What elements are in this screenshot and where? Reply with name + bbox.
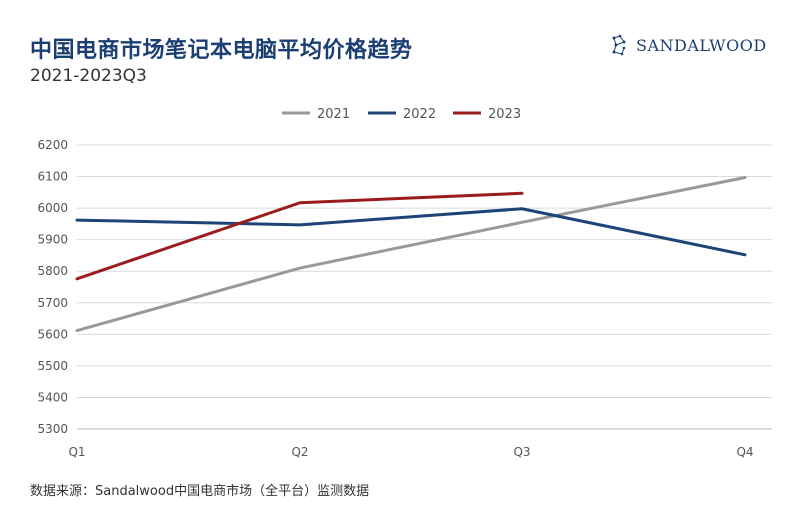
y-tick-label: 6200 — [37, 138, 68, 152]
chart-subtitle: 2021-2023Q3 — [30, 66, 147, 86]
legend-label-2022: 2022 — [403, 107, 436, 122]
series-line-2021 — [75, 176, 747, 333]
y-tick-label: 5600 — [37, 327, 68, 341]
y-tick-label: 5700 — [37, 296, 68, 310]
legend-label-2021: 2021 — [317, 107, 350, 122]
data-source-note: 数据来源：Sandalwood中国电商市场（全平台）监测数据 — [30, 484, 370, 499]
axis-labels: 5300 5400 5500 5600 5700 5800 5900 6000 6100 6200… — [37, 138, 753, 459]
series-line-2022 — [75, 207, 747, 257]
y-tick-label: 5800 — [37, 264, 68, 278]
x-tick-label: Q4 — [736, 445, 753, 459]
x-tick-label: Q2 — [291, 445, 308, 459]
y-tick-label: 5500 — [37, 359, 68, 373]
y-tick-label: 5400 — [37, 390, 68, 404]
series-line-2023 — [75, 191, 524, 281]
legend: 2021 2022 2023 — [282, 107, 521, 122]
y-tick-label: 5900 — [37, 233, 68, 247]
y-tick-label: 5300 — [37, 422, 68, 436]
series-lines — [75, 176, 747, 333]
constellation-icon — [612, 34, 626, 56]
brand-name: SANDALWOOD — [636, 35, 767, 55]
grid-lines — [77, 144, 772, 430]
legend-label-2023: 2023 — [488, 107, 521, 122]
x-tick-label: Q1 — [68, 445, 85, 459]
x-tick-label: Q3 — [513, 445, 530, 459]
y-tick-label: 6000 — [37, 201, 68, 215]
y-tick-label: 6100 — [37, 170, 68, 184]
chart-title: 中国电商市场笔记本电脑平均价格趋势 — [30, 38, 413, 63]
brand-logo: SANDALWOOD — [610, 34, 767, 56]
